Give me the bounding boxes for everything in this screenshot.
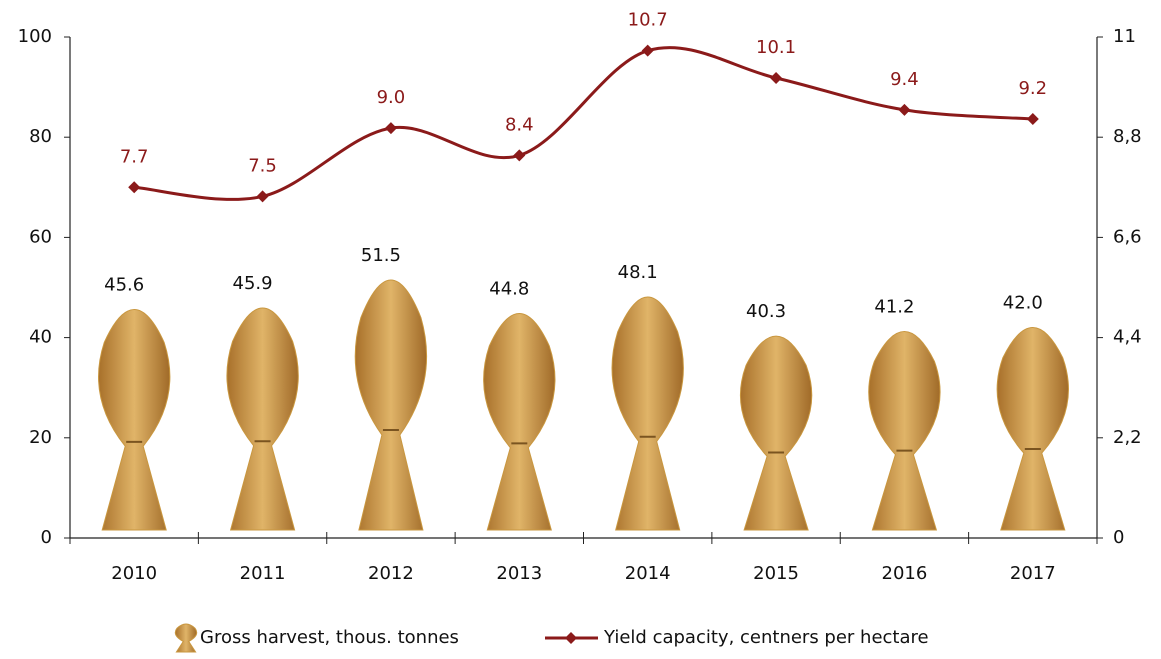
x-tick-label: 2014 [625, 563, 671, 584]
line-value-label: 7.7 [120, 146, 149, 167]
yield-marker [256, 190, 269, 203]
x-tick-label: 2012 [368, 563, 414, 584]
yield-marker [384, 122, 397, 135]
x-tick-label: 2017 [1010, 563, 1056, 584]
y2-tick-label: 0 [1113, 527, 1124, 548]
y-tick-label: 80 [29, 126, 52, 147]
line-value-label: 9.0 [377, 87, 406, 108]
y-tick-label: 60 [29, 226, 52, 247]
line-value-label: 9.4 [890, 69, 919, 90]
x-tick-label: 2010 [111, 563, 157, 584]
sheaf-bar [740, 335, 813, 531]
y-tick-label: 40 [29, 327, 52, 348]
yield-marker [513, 149, 526, 162]
y-tick-label: 20 [29, 427, 52, 448]
y2-tick-label: 4,4 [1113, 327, 1142, 348]
y2-tick-label: 8,8 [1113, 126, 1142, 147]
sheaf-bar [98, 309, 171, 531]
y-tick-label: 100 [18, 26, 52, 47]
sheaf-bar [354, 279, 428, 531]
bar-value-label: 51.5 [361, 245, 401, 266]
x-tick-label: 2015 [753, 563, 799, 584]
sheaf-bar [996, 327, 1069, 531]
x-tick-label: 2016 [882, 563, 928, 584]
legend-label: Gross harvest, thous. tonnes [200, 627, 459, 648]
sheaf-bar [611, 296, 684, 531]
bar-value-label: 41.2 [874, 297, 914, 318]
x-tick-label: 2011 [240, 563, 286, 584]
yield-marker [770, 71, 783, 84]
legend-sheaf-icon [174, 623, 198, 653]
bar-value-label: 44.8 [489, 279, 529, 300]
line-value-label: 9.2 [1018, 78, 1047, 99]
bar-value-label: 40.3 [746, 301, 786, 322]
bar-value-label: 42.0 [1003, 293, 1043, 314]
y2-tick-label: 11 [1113, 26, 1136, 47]
legend-marker [565, 632, 577, 644]
yield-marker [1026, 112, 1039, 125]
x-tick-label: 2013 [496, 563, 542, 584]
line-value-label: 7.5 [248, 155, 277, 176]
y-tick-label: 0 [41, 527, 52, 548]
yield-line [134, 46, 1033, 201]
line-value-label: 8.4 [505, 114, 534, 135]
yield-marker [641, 44, 654, 57]
bar-value-label: 48.1 [618, 262, 658, 283]
bar-value-label: 45.6 [104, 275, 144, 296]
y2-tick-label: 2,2 [1113, 427, 1142, 448]
sheaf-bar [226, 307, 299, 531]
line-value-label: 10.1 [756, 37, 796, 58]
line-value-label: 10.7 [628, 10, 668, 31]
legend-label: Yield capacity, centners per hectare [603, 627, 929, 648]
y2-tick-label: 6,6 [1113, 226, 1142, 247]
sheaf-bar [483, 313, 556, 531]
yield-marker [898, 103, 911, 116]
yield-marker [128, 181, 141, 194]
bar-value-label: 45.9 [233, 273, 273, 294]
sheaf-bar [868, 331, 941, 531]
